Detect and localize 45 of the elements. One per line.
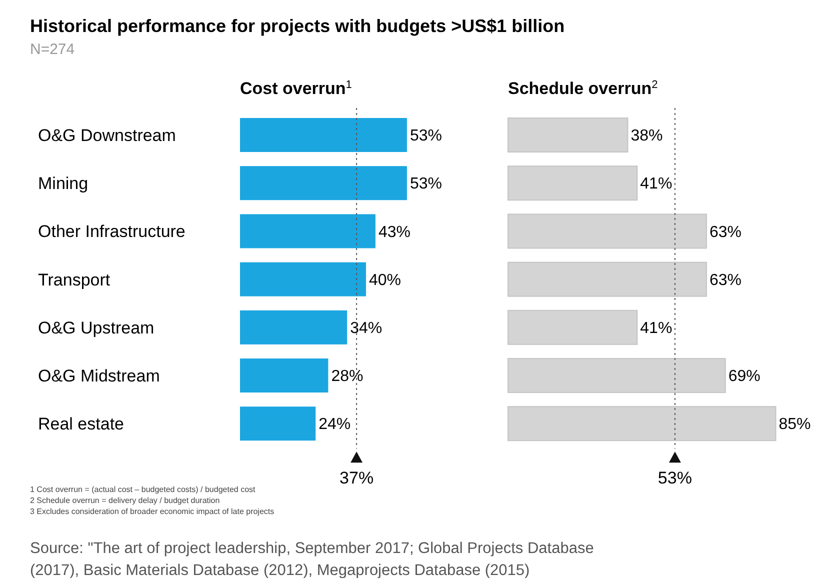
data-label: 53% (410, 128, 442, 145)
text: N=274 (30, 41, 75, 58)
text: 2 Schedule overrun = delivery delay / budget duration (30, 496, 220, 505)
data-label: 43% (378, 224, 410, 241)
chart-title: Schedule overrun$^{2}$ (508, 79, 658, 98)
y-tick-label: Mining (38, 174, 88, 194)
bar (508, 166, 638, 201)
data-label: 69% (728, 368, 760, 386)
bar (240, 358, 328, 392)
y-tick-label: O&G Midstream (38, 366, 160, 386)
bar (240, 118, 407, 152)
data-label: 85% (778, 416, 811, 434)
y-tick-label: Transport (38, 270, 110, 290)
y-tick-label: Real estate (38, 414, 124, 434)
data-label: 28% (331, 368, 364, 386)
bar (508, 118, 628, 152)
data-label: 63% (709, 272, 742, 289)
y-tick-label: O&G Upstream (38, 318, 154, 338)
data-label: 41% (640, 320, 672, 337)
data-label: 53% (410, 176, 442, 193)
bar (508, 358, 726, 393)
chart-title: Cost overrun$^{1}$ (240, 79, 352, 98)
bar (240, 406, 316, 441)
ref-line-label: 53% (658, 468, 692, 488)
bar (240, 310, 348, 344)
bar (508, 262, 707, 297)
y-tick-label: O&G Downstream (38, 126, 176, 145)
source-note: Source: "The art of project leadership, September 2017; Global Projects Database (2017), Basic Materials Database (2012), Megaprojects Database (2015) (30, 540, 598, 579)
data-label: 34% (350, 320, 382, 337)
data-label: 40% (369, 272, 402, 289)
bar (240, 214, 376, 248)
y-tick-label: Other Infrastructure (38, 222, 186, 242)
bar (508, 406, 776, 442)
bar (508, 310, 638, 345)
data-label: 24% (318, 416, 351, 434)
bar (240, 262, 366, 296)
bar (240, 166, 407, 200)
data-label: 38% (630, 128, 663, 145)
bar (508, 214, 707, 249)
text: 3 Excludes consideration of broader economic impact of late projects (30, 507, 274, 516)
text: 1 Cost overrun = (actual cost – budgeted costs) / budgeted cost (30, 485, 256, 494)
ref-line-label: 37% (340, 468, 374, 488)
text: Historical performance for projects with budgets >US$1 billion (30, 16, 565, 36)
data-label: 41% (640, 176, 672, 193)
data-label: 63% (709, 224, 742, 241)
